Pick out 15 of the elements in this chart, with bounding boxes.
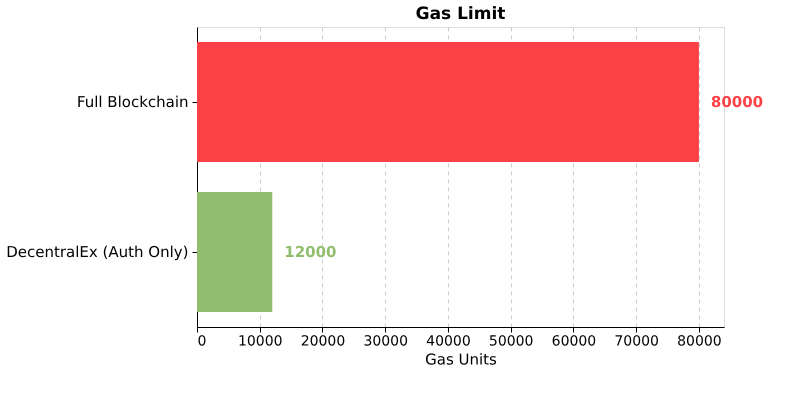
- y-tick-label: DecentralEx (Auth Only): [6, 243, 188, 261]
- chart-title: Gas Limit: [416, 4, 506, 24]
- x-tick-label: 60000: [552, 334, 596, 350]
- x-tick-label: 80000: [677, 334, 722, 350]
- x-tick-label: 20000: [300, 334, 346, 350]
- x-tick-label: 0: [198, 334, 206, 350]
- x-tick-label: 30000: [363, 334, 408, 350]
- x-tick-label: 70000: [614, 334, 659, 350]
- data-label: 12000: [284, 243, 336, 261]
- x-axis-title: Gas Units: [425, 350, 498, 368]
- x-tick-label: 10000: [238, 334, 283, 350]
- y-tick-label: Full Blockchain: [76, 93, 188, 111]
- x-tick-label: 50000: [488, 334, 534, 350]
- data-label: 80000: [710, 93, 764, 111]
- x-tick-label: 40000: [426, 334, 471, 350]
